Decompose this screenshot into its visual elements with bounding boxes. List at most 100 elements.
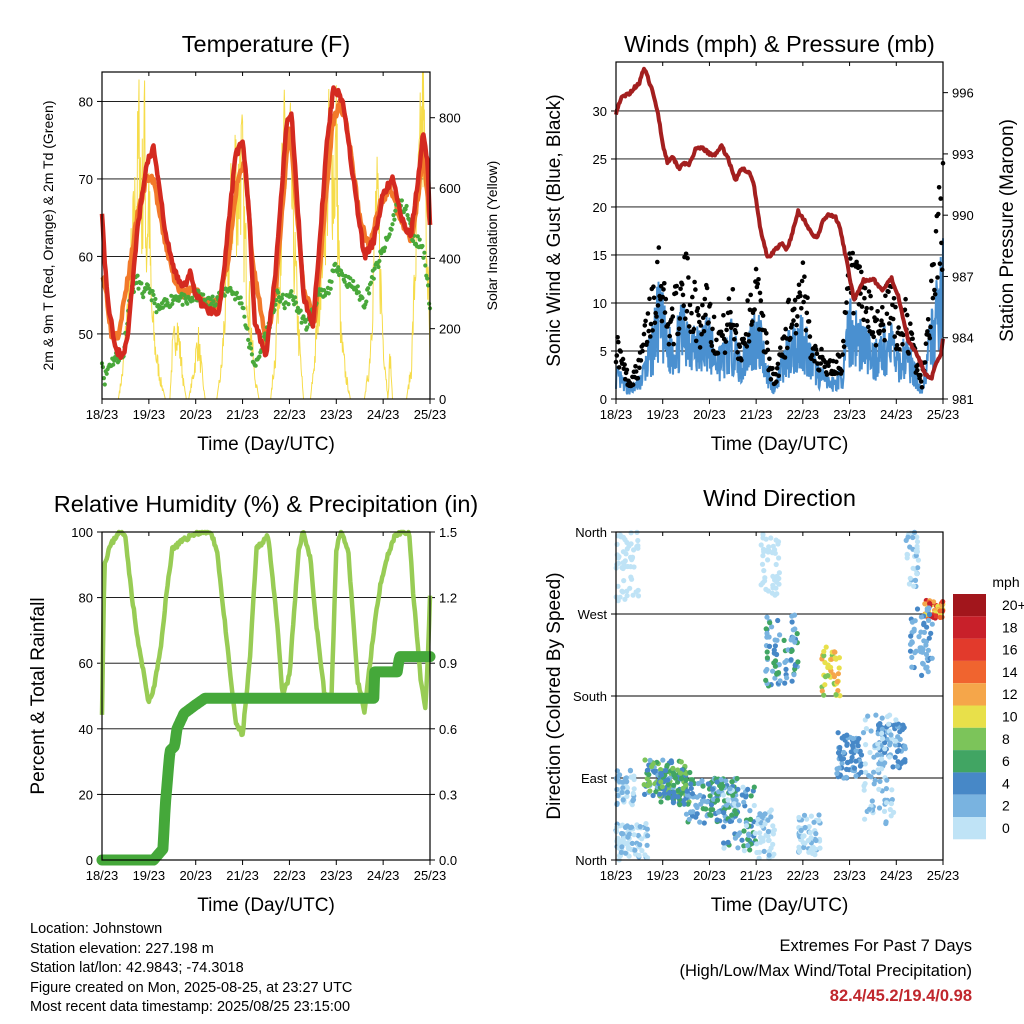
y2-tick-label: 996	[952, 86, 974, 101]
direction-point	[845, 759, 851, 766]
direction-point	[876, 786, 882, 792]
direction-point	[658, 799, 664, 805]
gust-point	[892, 334, 897, 339]
direction-point	[671, 772, 677, 778]
direction-point	[615, 583, 621, 589]
direction-point	[770, 543, 776, 549]
direction-point	[708, 802, 715, 808]
gust-point	[678, 286, 683, 292]
direction-point	[614, 786, 620, 793]
gust-point	[692, 279, 697, 285]
gust-point	[724, 327, 729, 333]
gust-point	[896, 325, 901, 330]
direction-point	[735, 786, 741, 792]
direction-point	[729, 812, 735, 818]
direction-point	[695, 780, 701, 787]
direction-point	[862, 761, 868, 767]
gust-point	[774, 379, 779, 385]
direction-point	[844, 732, 850, 738]
direction-point	[909, 664, 915, 670]
gust-point	[919, 385, 925, 390]
direction-point	[875, 767, 881, 773]
y-tick-label: 60	[79, 249, 93, 264]
direction-point	[853, 773, 859, 779]
dewpoint-point	[364, 299, 369, 304]
direction-point	[863, 742, 869, 748]
direction-point	[834, 679, 841, 685]
direction-point	[914, 539, 921, 545]
direction-point	[777, 632, 783, 638]
legend-swatch	[953, 660, 986, 684]
direction-point	[700, 783, 706, 789]
y-tick-label: 0	[86, 853, 93, 868]
legend-label: 2	[1002, 798, 1010, 814]
direction-point	[921, 629, 928, 636]
x-tick-label: 20/23	[179, 868, 212, 883]
direction-point	[773, 561, 779, 568]
gust-point	[730, 287, 736, 292]
gust-point	[799, 278, 805, 284]
direction-point	[671, 782, 677, 788]
gust-point	[851, 310, 856, 316]
gust-point	[674, 283, 679, 289]
dewpoint-point	[390, 222, 395, 227]
direction-point	[875, 741, 881, 747]
gust-point	[859, 269, 864, 275]
direction-point	[926, 635, 932, 641]
direction-point	[844, 741, 850, 747]
y2-tick-label: 1.5	[439, 525, 457, 540]
dewpoint-point	[322, 288, 327, 293]
gust-point	[757, 290, 763, 296]
gust-point	[850, 250, 855, 256]
dewpoint-point	[190, 298, 195, 303]
plot-area	[99, 71, 433, 400]
direction-point	[727, 786, 733, 792]
gust-point	[792, 306, 797, 312]
gust-point	[873, 343, 879, 348]
gust-point	[755, 281, 760, 287]
direction-point	[889, 787, 895, 793]
gust-point	[770, 366, 775, 371]
direction-point	[883, 820, 889, 827]
gust-point	[794, 322, 799, 328]
direction-point	[708, 812, 714, 818]
direction-point	[906, 581, 913, 587]
gust-point	[806, 319, 812, 324]
y2-tick-label: 600	[439, 181, 461, 196]
direction-point	[926, 611, 933, 618]
gust-point	[655, 303, 661, 308]
gust-point	[935, 275, 940, 280]
direction-point	[871, 769, 877, 775]
y-axis-label: Sonic Wind & Gust (Blue, Black)	[544, 94, 565, 366]
direction-point	[627, 585, 633, 591]
y-tick-label: 40	[79, 722, 93, 737]
dewpoint-point	[178, 295, 183, 300]
direction-point	[816, 818, 822, 824]
plot-area	[613, 66, 946, 395]
speed-legend: mph 20+ 18 16 14 12 10 8 6 4 2 0	[953, 574, 1024, 840]
y-tick-label: 5	[600, 344, 607, 359]
dewpoint-point	[257, 354, 262, 359]
gust-point	[689, 310, 694, 316]
gust-point	[929, 278, 934, 284]
legend-swatch	[953, 750, 986, 773]
direction-point	[763, 536, 769, 542]
direction-point	[615, 835, 621, 841]
direction-point	[839, 760, 845, 766]
gust-point	[663, 296, 669, 302]
direction-point	[835, 671, 842, 677]
direction-point	[812, 852, 818, 858]
direction-point	[836, 665, 842, 671]
gust-point	[616, 339, 621, 345]
gust-point	[778, 345, 783, 351]
gust-point	[859, 304, 865, 309]
direction-point	[732, 808, 738, 814]
direction-point	[622, 850, 629, 856]
x-tick-label: 20/23	[693, 868, 726, 883]
direction-point	[714, 797, 721, 803]
gust-point	[633, 369, 639, 374]
direction-point	[768, 814, 774, 820]
gust-point	[693, 287, 698, 292]
direction-point	[620, 589, 626, 595]
direction-point	[789, 648, 795, 654]
